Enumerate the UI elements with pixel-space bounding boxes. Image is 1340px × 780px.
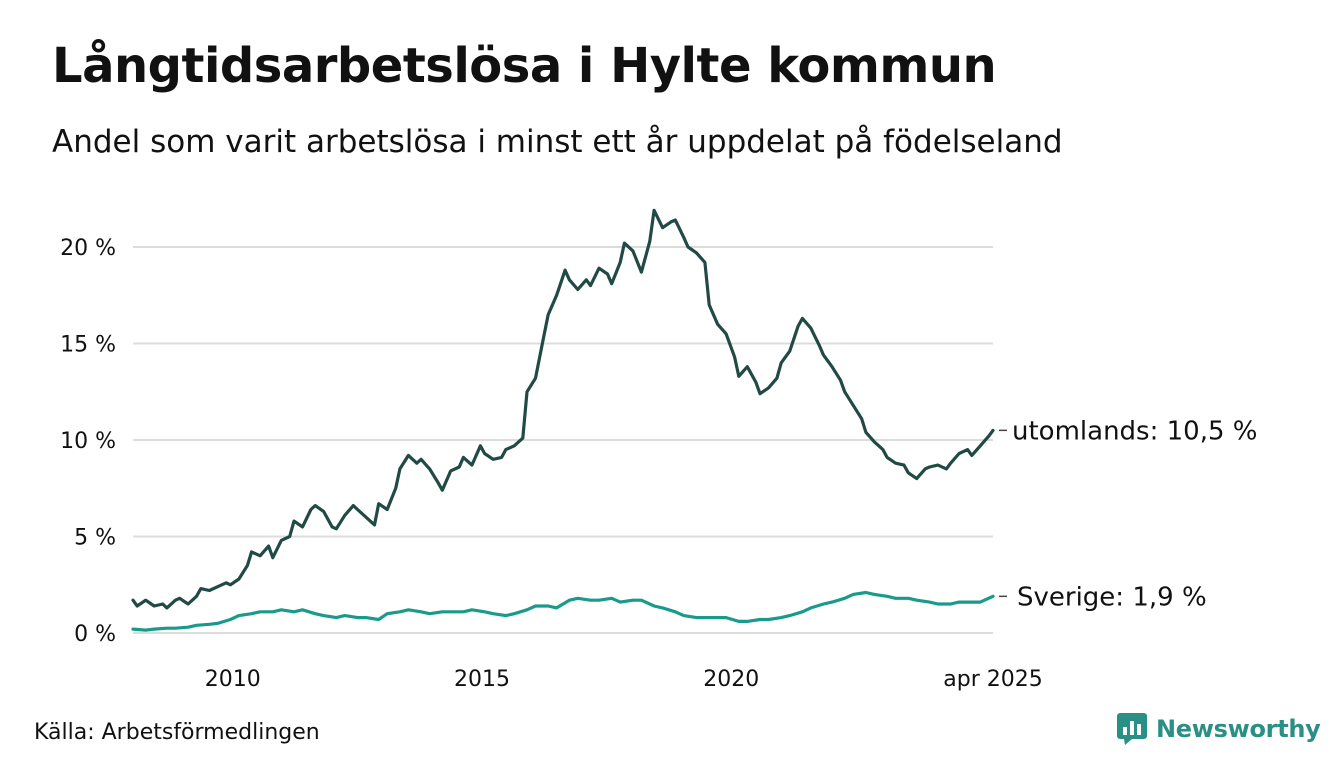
- chart-title: Långtidsarbetslösa i Hylte kommun: [52, 38, 997, 94]
- x-tick-label: 2020: [703, 667, 759, 692]
- series-lines: [131, 208, 995, 632]
- series-line-utomlands: [131, 208, 995, 610]
- chart-subtitle: Andel som varit arbetslösa i minst ett å…: [52, 124, 1063, 160]
- series-end-labels: utomlands: 10,5 % Sverige: 1,9 %: [999, 416, 1257, 612]
- y-tick-label: 20 %: [60, 236, 116, 261]
- x-tick-label: 2015: [454, 667, 510, 692]
- end-label-utomlands: utomlands: 10,5 %: [1012, 416, 1257, 446]
- x-axis-ticks: 2010 2015 2020 apr 2025: [205, 667, 1043, 692]
- source-note: Källa: Arbetsförmedlingen: [34, 720, 320, 745]
- grid-lines: [133, 246, 993, 634]
- y-axis-ticks: 0 % 5 % 10 % 15 % 20 %: [60, 236, 116, 647]
- newsworthy-logo-icon: [1117, 713, 1147, 745]
- y-tick-label: 5 %: [74, 526, 116, 551]
- series-line-sverige: [131, 590, 995, 632]
- x-tick-label: apr 2025: [943, 667, 1042, 692]
- y-tick-label: 0 %: [74, 622, 116, 647]
- y-tick-label: 10 %: [60, 429, 116, 454]
- brand-name: Newsworthy: [1156, 715, 1321, 743]
- end-label-sverige: Sverige: 1,9 %: [1017, 582, 1207, 612]
- x-tick-label: 2010: [205, 667, 261, 692]
- brand-logo: Newsworthy: [1116, 712, 1321, 746]
- y-tick-label: 15 %: [60, 333, 116, 358]
